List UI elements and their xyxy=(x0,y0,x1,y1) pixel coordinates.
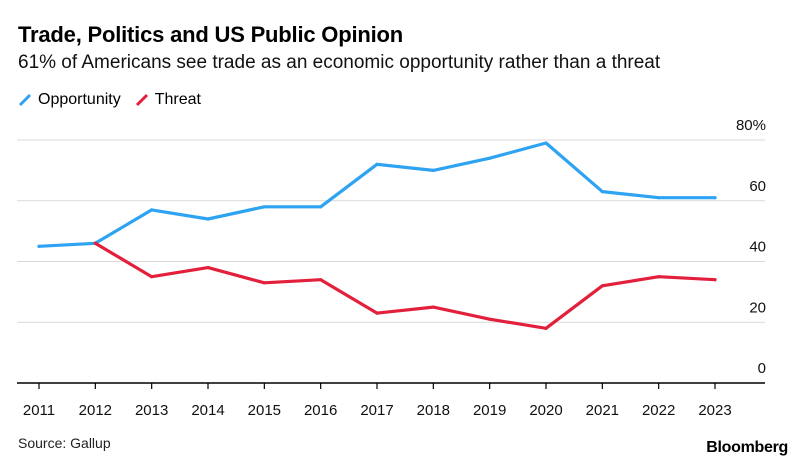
data-point-opportunity-2014 xyxy=(206,217,210,221)
legend: Opportunity Threat xyxy=(18,91,201,109)
series-line-opportunity xyxy=(37,141,717,248)
data-point-opportunity-2015 xyxy=(262,205,266,209)
x-tick-label-2020: 2020 xyxy=(529,402,562,419)
data-point-opportunity-2013 xyxy=(150,208,154,212)
data-point-threat-2018 xyxy=(431,305,435,309)
data-point-threat-2017 xyxy=(375,311,379,315)
legend-item-threat: Threat xyxy=(135,91,201,109)
data-point-threat-2022 xyxy=(657,275,661,279)
data-point-threat-2019 xyxy=(488,317,492,321)
x-tick-label-2021: 2021 xyxy=(586,402,619,419)
data-point-opportunity-2023 xyxy=(713,196,717,200)
x-tick-label-2013: 2013 xyxy=(135,402,168,419)
data-point-threat-2016 xyxy=(319,278,323,282)
series-line-threat xyxy=(93,241,717,330)
data-point-threat-2012 xyxy=(93,241,97,245)
x-tick-label-2012: 2012 xyxy=(79,402,112,419)
data-point-opportunity-2018 xyxy=(431,168,435,172)
data-point-opportunity-2017 xyxy=(375,162,379,166)
legend-label-threat: Threat xyxy=(154,91,201,108)
data-point-threat-2020 xyxy=(544,326,548,330)
data-point-opportunity-2019 xyxy=(488,156,492,160)
y-tick-label-80: 80% xyxy=(736,117,766,134)
chart-subtitle: 61% of Americans see trade as an economi… xyxy=(18,52,661,73)
data-point-threat-2014 xyxy=(206,265,210,270)
x-tick-label-2017: 2017 xyxy=(360,402,393,419)
chart-title: Trade, Politics and US Public Opinion xyxy=(18,22,403,47)
legend-swatch-opportunity xyxy=(18,93,32,107)
data-point-opportunity-2022 xyxy=(657,196,661,200)
x-tick-label-2018: 2018 xyxy=(417,402,450,419)
source-note: Source: Gallup xyxy=(18,435,111,451)
x-tick-label-2022: 2022 xyxy=(642,402,675,419)
data-point-threat-2021 xyxy=(600,284,604,288)
legend-swatch-threat xyxy=(135,93,148,107)
y-tick-label-40: 40 xyxy=(749,239,766,256)
y-tick-label-0: 0 xyxy=(758,360,766,377)
data-point-threat-2015 xyxy=(262,281,266,285)
y-tick-label-20: 20 xyxy=(749,299,766,316)
data-point-threat-2013 xyxy=(150,275,154,279)
data-point-opportunity-2016 xyxy=(319,205,323,209)
x-tick-label-2023: 2023 xyxy=(698,402,731,419)
x-tick-label-2015: 2015 xyxy=(248,402,281,419)
x-tick-label-2019: 2019 xyxy=(473,402,506,419)
bloomberg-logo: Bloomberg xyxy=(706,439,788,456)
data-point-opportunity-2021 xyxy=(600,190,604,194)
x-tick-label-2016: 2016 xyxy=(304,402,337,419)
data-point-opportunity-2011 xyxy=(37,244,41,248)
x-tick-label-2011: 2011 xyxy=(23,402,55,419)
legend-label-opportunity: Opportunity xyxy=(38,91,121,108)
y-tick-label-60: 60 xyxy=(749,178,766,195)
legend-item-opportunity: Opportunity xyxy=(18,91,121,109)
data-point-threat-2023 xyxy=(713,278,717,282)
data-point-opportunity-2020 xyxy=(544,141,548,145)
x-tick-label-2014: 2014 xyxy=(191,402,224,419)
